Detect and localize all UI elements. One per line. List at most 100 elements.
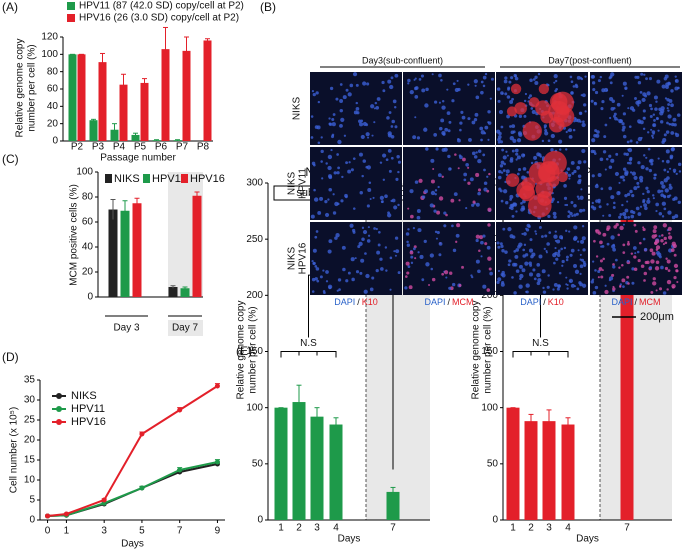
cell <box>622 243 626 247</box>
cell <box>315 230 319 233</box>
cell <box>571 171 575 175</box>
cell <box>484 72 488 76</box>
cell <box>499 140 503 144</box>
error-bar <box>110 199 116 220</box>
cell <box>538 254 543 259</box>
cell <box>393 205 398 210</box>
cell <box>546 285 550 289</box>
point <box>177 407 183 413</box>
cell <box>642 200 646 204</box>
cell <box>317 141 321 145</box>
cell <box>658 235 661 238</box>
x-tick-label: P2 <box>71 142 84 153</box>
bar <box>329 424 343 520</box>
cell <box>618 118 623 124</box>
cell <box>373 227 376 230</box>
cell <box>610 72 615 77</box>
cell <box>556 287 560 291</box>
cell <box>615 222 619 227</box>
cell <box>382 178 386 182</box>
cell <box>430 179 435 184</box>
cell <box>489 97 492 100</box>
cell <box>358 152 363 157</box>
cell <box>336 289 339 292</box>
cell <box>319 275 323 279</box>
cell <box>650 259 655 264</box>
cell <box>447 154 451 159</box>
cell <box>666 159 670 164</box>
cell <box>597 172 602 177</box>
x-tick-label: 3 <box>314 523 320 534</box>
cell <box>406 271 410 275</box>
cell <box>634 229 638 233</box>
cell <box>530 254 534 259</box>
cell <box>391 119 396 124</box>
cell <box>645 77 648 81</box>
cell <box>390 199 393 203</box>
cell <box>449 271 453 275</box>
cell <box>609 116 612 120</box>
cell <box>643 247 648 252</box>
cell <box>575 212 579 216</box>
cell <box>344 193 348 198</box>
cell <box>579 120 582 123</box>
cell <box>488 172 491 176</box>
cell <box>376 97 381 101</box>
cell <box>370 104 375 109</box>
cell <box>595 229 598 232</box>
cell <box>573 203 577 208</box>
cell <box>554 89 557 93</box>
cell <box>340 199 344 203</box>
cell <box>616 190 621 196</box>
cell <box>643 154 646 157</box>
cell <box>405 261 410 266</box>
cell <box>667 103 671 106</box>
column-label: DAPI / K10 <box>334 297 378 307</box>
cell <box>569 253 573 257</box>
cell <box>565 229 568 232</box>
cell <box>381 80 385 85</box>
cell <box>673 263 679 269</box>
point <box>45 513 51 519</box>
cell <box>406 240 409 244</box>
cell <box>339 123 343 128</box>
cell <box>488 267 492 271</box>
cell <box>633 175 638 180</box>
cell <box>646 190 650 194</box>
cell <box>642 127 646 131</box>
cell <box>390 156 394 160</box>
cell <box>652 281 657 286</box>
cell <box>592 260 595 263</box>
cell <box>621 264 624 267</box>
x-tick-label: 7 <box>177 526 183 537</box>
cell <box>501 249 505 253</box>
cell <box>622 285 625 288</box>
cell <box>316 279 320 283</box>
cell <box>362 121 367 127</box>
cell <box>497 135 502 139</box>
cell <box>524 261 529 266</box>
cell <box>673 253 677 257</box>
cell <box>496 87 501 91</box>
cell <box>436 230 440 235</box>
cell <box>636 250 640 254</box>
cell <box>500 282 505 287</box>
cell <box>634 252 637 255</box>
cell <box>663 168 667 172</box>
cell <box>567 129 570 132</box>
cell <box>397 170 400 174</box>
cell <box>590 205 594 209</box>
cell <box>656 250 660 255</box>
cell <box>672 243 677 249</box>
cell <box>333 171 337 175</box>
cell <box>500 91 504 95</box>
cell <box>425 87 429 92</box>
cell <box>622 112 627 116</box>
y-axis-label: number per cell (%) <box>27 44 38 131</box>
cell <box>669 154 674 159</box>
cell <box>604 289 609 295</box>
cell <box>662 243 665 246</box>
cell <box>341 245 346 250</box>
cell <box>567 173 572 178</box>
point <box>139 485 145 491</box>
